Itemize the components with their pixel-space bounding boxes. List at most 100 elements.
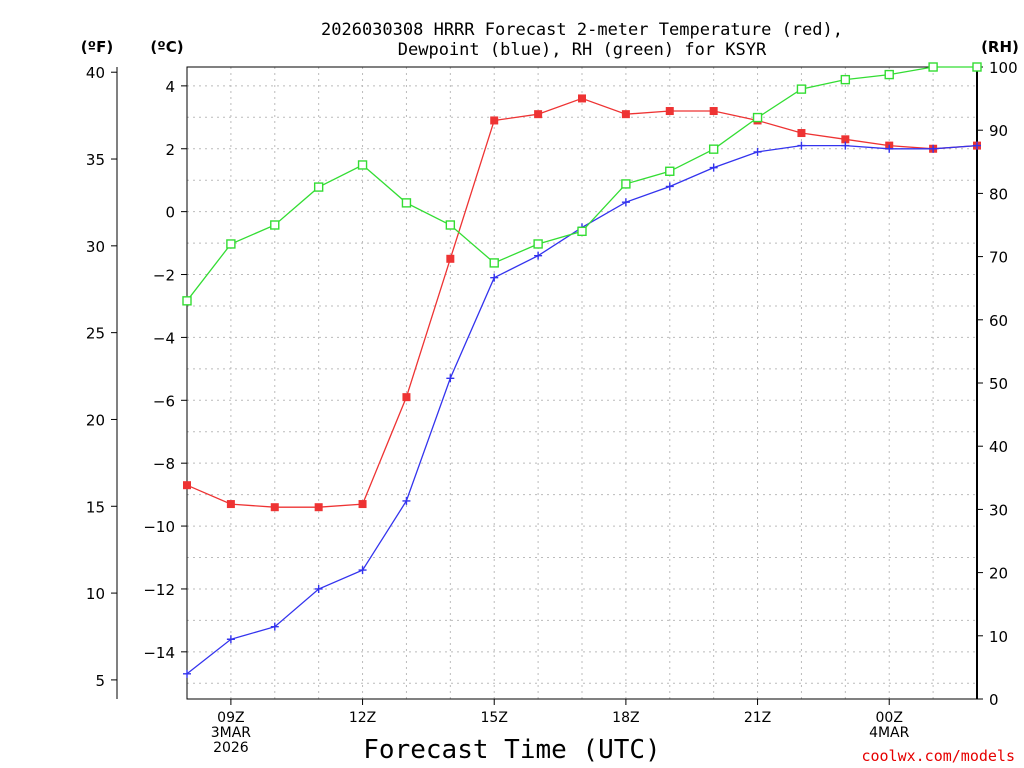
temperature-point [490,116,499,125]
chart-title-line-1: 2026030308 HRRR Forecast 2-meter Tempera… [321,20,843,40]
rh-point [884,69,894,80]
fahrenheit-axis-unit: (ºF) [81,38,113,56]
dewpoint-point [973,141,981,150]
rh-point [577,226,587,237]
dewpoint-point [797,141,806,150]
celsius-axis-unit: (ºC) [150,38,183,56]
rh-point [270,220,280,230]
rh-point [489,258,499,268]
fahrenheit-tick-label: 5 [95,672,105,690]
rh-tick-label: 30 [989,501,1008,519]
celsius-tick-label: 4 [165,78,175,96]
temperature-point [358,500,367,509]
rh-point [752,112,763,123]
series-layer [182,62,982,678]
credit-text: coolwx.com/models [861,747,1015,765]
dewpoint-point [446,374,455,383]
rh-point [226,239,236,249]
x-tick-label: 21Z [744,710,771,726]
celsius-tick-label: −4 [153,329,175,347]
x-tick-label: 09Z [217,710,244,726]
rh-point [928,62,938,72]
dewpoint-point [753,147,762,156]
rh-tick-label: 10 [989,628,1008,646]
fahrenheit-tick-label: 20 [86,411,105,429]
temperature-point [402,393,411,402]
temperature-point [534,110,543,119]
x-tick-label: 3MAR [211,725,252,741]
dewpoint-point [665,182,674,191]
rh-tick-label: 80 [989,185,1008,203]
temperature-point [665,107,674,116]
dewpoint-point [270,622,279,631]
rh-point [182,296,192,306]
rh-point [972,62,982,72]
rh-tick-label: 100 [989,59,1018,77]
fahrenheit-tick-label: 30 [86,238,105,256]
dewpoint-point [885,144,894,153]
temperature-point [709,107,718,116]
dewpoint-point [709,163,718,172]
rh-point [313,182,324,192]
fahrenheit-tick-label: 35 [86,151,105,169]
rh-point [445,220,456,230]
dewpoint-point [314,584,323,593]
temperature-point [797,129,806,138]
x-axis-label: Forecast Time (UTC) [363,735,660,765]
x-tick-label: 00Z [876,710,903,726]
rh-tick-label: 70 [989,249,1008,267]
rh-tick-label: 20 [989,565,1008,583]
dewpoint-point [841,141,850,150]
rh-point [665,166,675,176]
celsius-tick-label: −14 [143,644,175,662]
axes: 403530252015105420−2−4−6−8−10−12−1410090… [86,59,1018,756]
rh-tick-label: 60 [989,312,1008,330]
fahrenheit-tick-label: 15 [86,498,105,516]
temperature-point [841,135,850,144]
celsius-tick-label: −10 [143,518,175,536]
dewpoint-point [402,496,411,505]
celsius-tick-label: −2 [153,267,175,285]
celsius-tick-label: −12 [143,581,175,599]
celsius-tick-label: 0 [165,204,175,222]
plot-frame [186,66,978,700]
temperature-point [621,110,630,119]
dewpoint-point [534,251,543,260]
rh-tick-label: 0 [989,691,999,709]
temperature-point [270,503,279,512]
rh-point [708,144,719,154]
x-tick-label: 15Z [481,710,508,726]
temperature-point [183,481,191,490]
chart-title-line-2: Dewpoint (blue), RH (green) for KSYR [398,40,767,60]
dewpoint-point [183,669,191,678]
fahrenheit-tick-label: 40 [86,64,105,82]
rh-tick-label: 90 [989,122,1008,140]
x-tick-label: 4MAR [869,725,910,741]
dewpoint-point [621,198,630,207]
rh-axis-unit: (RH) [981,38,1019,56]
temperature-point [446,254,455,263]
dewpoint-point [358,566,367,575]
rh-point [840,74,851,85]
x-tick-label: 12Z [349,710,376,726]
temperature-point [314,503,323,512]
x-tick-label: 2026 [213,740,249,756]
dewpoint-point [929,144,938,153]
dewpoint-point [226,635,235,644]
fahrenheit-tick-label: 10 [86,585,105,603]
celsius-tick-label: −8 [153,455,175,473]
rh-point [357,160,368,170]
celsius-tick-label: −6 [153,392,175,410]
grid [187,67,977,699]
rh-point [533,239,543,249]
x-tick-label: 18Z [612,710,639,726]
dewpoint-point [490,273,499,282]
fahrenheit-tick-label: 25 [86,325,105,343]
rh-point [401,198,412,208]
rh-tick-label: 40 [989,438,1008,456]
rh-point [796,84,807,94]
rh-tick-label: 50 [989,375,1008,393]
celsius-tick-label: 2 [165,141,175,159]
temperature-point [578,94,586,103]
